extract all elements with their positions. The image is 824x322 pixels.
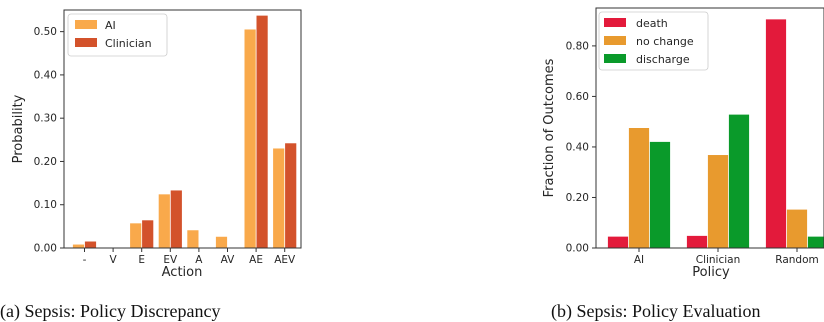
y-tick-label: 0.20 [34,156,57,168]
x-tick-label-aev: AEV [274,254,296,266]
bar-no-change-ai [628,128,650,248]
legend-box-b [598,11,709,71]
chart-policy-discrepancy: 0.00 0.10 0.20 0.30 0.40 0.50 - V E EV A AV AE AEV P… [11,9,302,280]
y-tick-label: 0.30 [34,113,57,125]
bar-clinician-ev [170,190,182,248]
legend-swatch-no-change [604,36,626,45]
legend-a: AI Clinician [67,13,168,57]
x-tick-label-none: - [83,254,87,266]
bar-discharge-random [807,236,824,248]
plot-frame-a [63,9,302,249]
bar-ai-none [72,244,85,248]
legend-swatch-death [604,18,626,27]
caption-a: (a) Sepsis: Policy Discrepancy [0,301,220,322]
bar-clinician-ae [256,15,268,248]
legend-label-discharge: discharge [636,53,690,66]
bar-death-clinician [686,235,708,248]
legend-label-ai: AI [105,19,116,32]
bar-discharge-ai [649,141,671,248]
y-tick-label: 0.40 [34,69,57,81]
bar-clinician-none [84,241,97,248]
bar-death-random [765,19,787,248]
legend-label-death: death [636,17,668,30]
x-tick-label-ev: EV [163,254,178,266]
x-tick-label-clinician: Clinician [696,254,741,266]
legend-swatch-discharge [604,54,626,63]
legend-label-clinician: Clinician [105,37,152,50]
bar-ai-aev [273,148,285,248]
bar-clinician-aev [285,143,297,248]
x-tick-label-ae: AE [249,254,263,266]
x-axis-label-a: Action [162,265,203,280]
y-tick-label: 0.50 [34,26,57,38]
bar-ai-ev [158,194,170,248]
legend-label-no-change: no change [636,35,694,48]
legend-swatch-clinician [75,38,97,47]
x-axis-label-b: Policy [692,265,730,280]
plot-frame-b [595,7,824,249]
y-axis-label-b: Fraction of Outcomes [542,58,557,197]
bar-no-change-clinician [707,155,729,248]
y-axis-label-a: Probability [11,94,26,163]
y-tick-label: 0.00 [566,243,589,255]
y-tick-label: 0.10 [34,199,57,211]
bar-death-ai [607,236,629,248]
bar-ai-a [187,230,199,248]
y-tick-label: 0.80 [566,40,589,52]
x-tick-label-random: Random [775,254,818,266]
y-tick-label: 0.00 [34,243,57,255]
bar-no-change-random [786,209,808,248]
x-tick-label-av: AV [221,254,236,266]
chart-policy-evaluation: 0.00 0.20 0.40 0.60 0.80 AI Clinician Random F… [542,7,824,280]
y-tick-label: 0.20 [566,192,589,204]
x-tick-label-e: E [138,254,145,266]
bar-ai-av [215,236,228,248]
bar-discharge-clinician [728,114,750,248]
bar-ai-ae [244,29,256,248]
x-tick-label-a: A [195,254,203,266]
y-tick-label: 0.60 [566,91,589,103]
caption-b: (b) Sepsis: Policy Evaluation [551,301,760,322]
legend-swatch-ai [75,20,97,29]
legend-b: death no change discharge [598,11,709,71]
x-tick-label-v: V [110,254,118,266]
x-tick-label-ai: AI [634,254,644,266]
y-tick-label: 0.40 [566,141,589,153]
bar-ai-e [130,223,142,248]
bar-clinician-e [142,220,154,248]
